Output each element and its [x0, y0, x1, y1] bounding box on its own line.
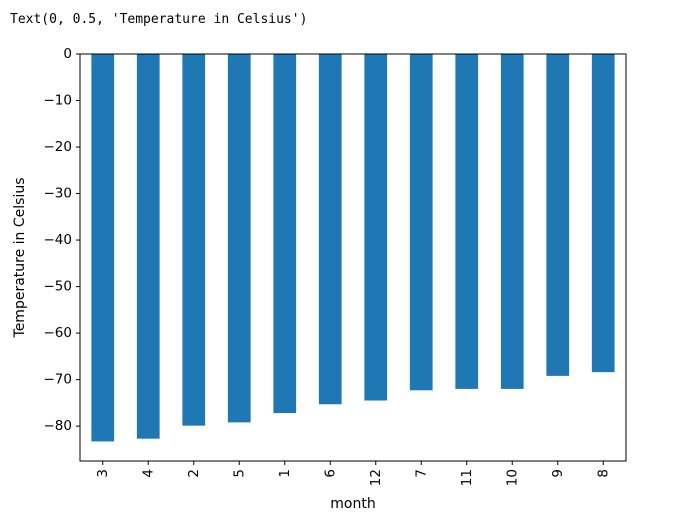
y-tick-label: −20: [44, 139, 73, 155]
bar-month-8: [591, 54, 615, 373]
bar-month-4: [136, 54, 160, 439]
y-tick-label: −40: [44, 232, 73, 248]
x-tick-label: 12: [368, 469, 384, 486]
x-tick-label: 11: [459, 469, 475, 486]
bar-month-10: [500, 54, 524, 389]
bar-month-3: [91, 54, 115, 442]
x-tick-label: 2: [186, 469, 202, 478]
x-tick-label: 5: [231, 469, 247, 478]
y-axis-ticks: 0 −10 −20 −30 −40 −50 −60 −70 −80: [44, 46, 80, 434]
x-tick-label: 6: [322, 469, 338, 478]
x-axis-ticks: 3 4 2 5 1 6 12 7 11 10 9 8: [95, 461, 611, 486]
bar-month-5: [227, 54, 251, 423]
bar-month-12: [364, 54, 388, 401]
cell-output-text: Text(0, 0.5, 'Temperature in Celsius'): [10, 12, 308, 27]
y-tick-label: −50: [44, 279, 73, 295]
y-tick-label: −60: [44, 325, 73, 341]
y-tick-label: 0: [63, 46, 72, 62]
x-tick-label: 1: [277, 469, 293, 478]
bar-month-2: [182, 54, 206, 426]
x-tick-label: 10: [504, 469, 520, 486]
y-tick-label: −70: [44, 372, 73, 388]
y-tick-label: −80: [44, 418, 73, 434]
x-tick-label: 7: [413, 469, 429, 478]
y-tick-label: −10: [44, 93, 73, 109]
bar-month-11: [455, 54, 479, 389]
bars-group: [91, 54, 615, 442]
x-axis-label: month: [330, 496, 375, 512]
bar-month-7: [409, 54, 433, 391]
x-tick-label: 4: [140, 469, 156, 478]
plot-frame: [79, 53, 627, 462]
bar-month-1: [273, 54, 297, 414]
bar-month-9: [546, 54, 570, 376]
y-tick-label: −30: [44, 186, 73, 202]
y-axis-label: Temperature in Celsius: [12, 178, 28, 339]
x-tick-label: 3: [95, 469, 111, 478]
x-tick-label: 9: [550, 469, 566, 478]
bar-month-6: [318, 54, 342, 405]
x-tick-label: 8: [595, 469, 611, 478]
